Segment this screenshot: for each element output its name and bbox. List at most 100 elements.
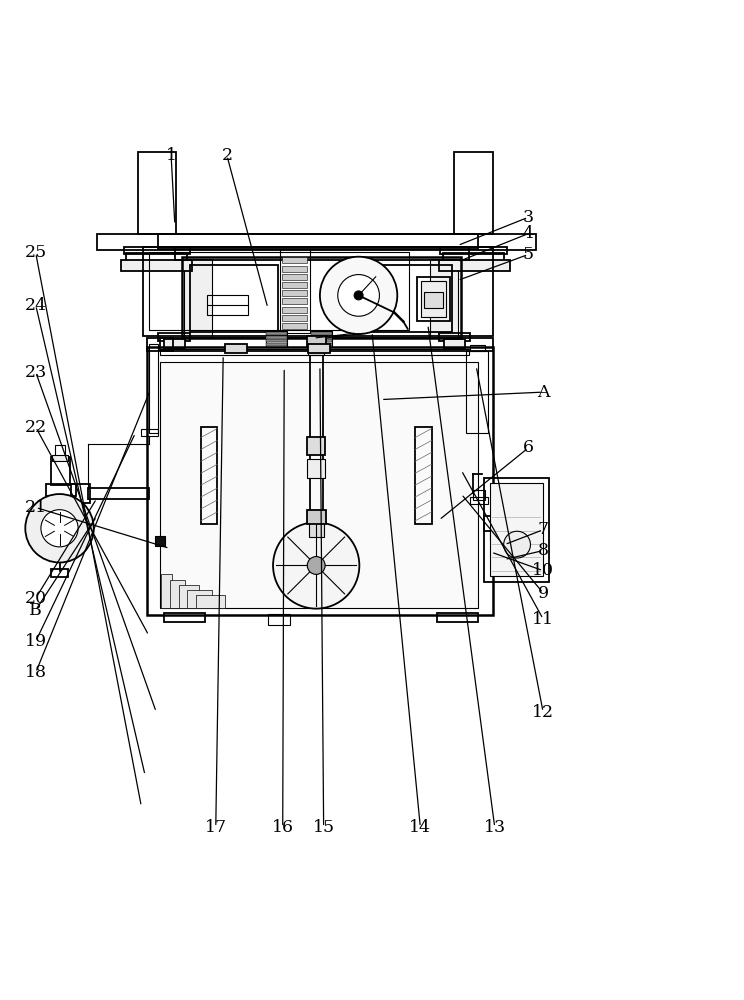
Bar [466,351,488,433]
Text: 16: 16 [272,819,294,836]
Bar [170,580,185,608]
Bar [307,437,325,455]
Bar [311,331,332,347]
Bar [310,345,323,537]
Bar [491,539,510,546]
Bar [196,595,225,608]
Bar [282,323,307,329]
Bar [147,347,493,615]
Bar [160,362,478,608]
Bar [55,445,65,458]
Bar [164,339,185,348]
Circle shape [41,510,78,547]
Bar [311,336,332,339]
Bar [437,613,478,622]
Bar [282,307,307,313]
Bar [309,522,324,537]
Bar [126,253,187,262]
Bar [484,478,549,582]
Bar [266,339,287,342]
Bar [52,455,68,461]
Bar [182,257,461,338]
Bar [415,427,432,524]
Bar [417,277,450,321]
Bar [444,339,465,348]
Bar [124,247,190,254]
Bar [484,516,500,531]
Bar [138,152,176,234]
Bar [161,574,172,608]
Bar [121,260,192,271]
Text: 1: 1 [166,147,176,164]
Bar [308,346,324,355]
Bar [46,484,76,496]
Bar [439,260,510,271]
Bar [350,265,452,332]
Text: 14: 14 [409,819,432,836]
Bar [282,315,307,321]
Bar [439,333,470,341]
Circle shape [338,275,379,316]
Text: 24: 24 [25,297,47,314]
Bar [473,490,485,500]
Circle shape [273,522,359,609]
Bar [201,427,217,524]
Text: 7: 7 [538,521,548,538]
Bar [490,530,512,541]
Text: B: B [29,602,42,619]
Bar [190,265,278,332]
Bar [184,259,212,338]
Text: 21: 21 [25,499,47,516]
Bar [490,483,543,576]
Text: 12: 12 [532,704,554,721]
Bar [51,457,70,485]
Bar [268,614,290,625]
Circle shape [307,557,325,574]
Text: 10: 10 [532,562,554,579]
Bar [175,247,469,260]
Text: 23: 23 [25,364,47,381]
Text: 20: 20 [25,590,47,607]
Bar [266,336,287,339]
Bar [158,234,478,249]
Bar [308,344,330,353]
Text: 2: 2 [222,147,232,164]
Bar [266,331,287,347]
Text: 3: 3 [523,209,533,226]
Text: 11: 11 [532,611,554,628]
Circle shape [354,291,363,300]
Circle shape [25,494,94,562]
Text: 6: 6 [523,439,533,456]
Bar [307,510,326,524]
Bar [147,338,493,351]
Bar [307,336,326,347]
Bar [282,282,307,288]
Bar [311,343,332,346]
Bar [440,247,507,254]
Text: 9: 9 [538,584,548,601]
Text: 25: 25 [25,244,47,261]
Bar [179,585,199,608]
Bar [149,344,158,433]
Text: 15: 15 [312,819,335,836]
Bar [158,333,190,341]
Bar [187,590,212,608]
Circle shape [504,531,530,558]
Bar [160,338,173,351]
Bar [282,266,307,272]
Bar [141,429,158,436]
Bar [280,249,310,333]
Bar [282,290,307,296]
Bar [88,488,149,499]
Bar [311,332,332,335]
Text: 4: 4 [523,225,533,242]
Text: 8: 8 [538,542,548,559]
Bar [97,234,536,250]
Bar [266,332,287,335]
Bar [282,257,307,263]
Bar [443,253,504,262]
Bar [421,281,446,317]
Bar [71,484,90,503]
Bar [51,569,68,577]
Text: A: A [537,384,549,401]
